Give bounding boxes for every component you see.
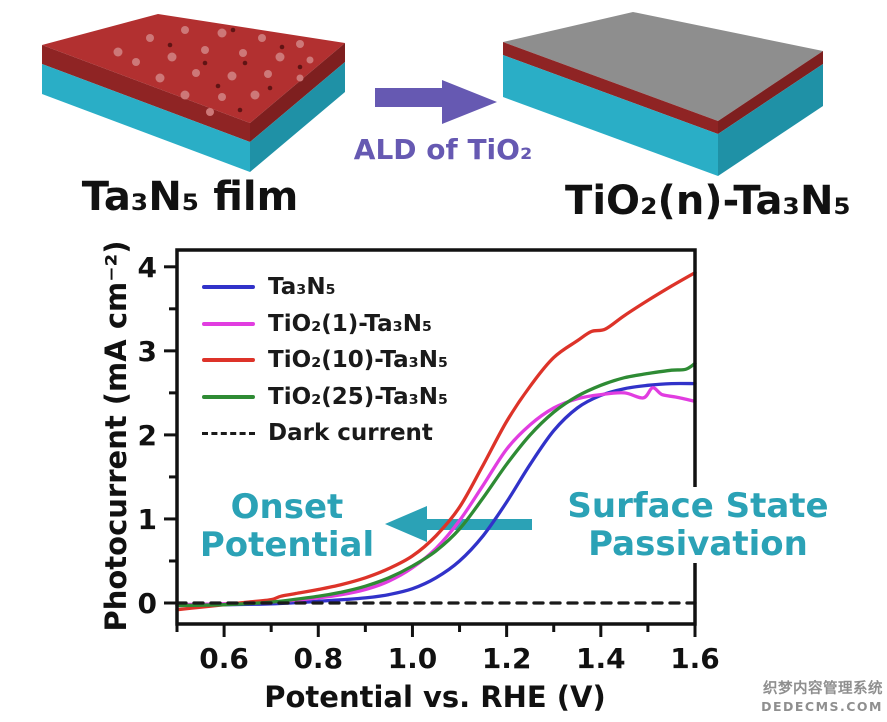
slab-left-substrate-left: [42, 64, 250, 172]
defect-dots: [113, 26, 314, 116]
watermark-line2: DEDECMS.COM: [761, 699, 883, 714]
onset-potential-annotation: Onset Potential: [178, 488, 396, 564]
defect-dots-dark: [167, 27, 303, 113]
x-tick-label: 1.2: [482, 642, 532, 675]
slab-right-red-side-left: [503, 42, 718, 134]
legend-item-label: TiO₂(10)-Ta₃N₅: [268, 347, 449, 374]
ald-arrow-icon: [375, 80, 497, 124]
series-line-1: [175, 386, 697, 607]
watermark-line1: 织梦内容管理系统: [763, 681, 883, 697]
legend-item: Dark current: [202, 415, 448, 452]
series-line-0: [175, 381, 697, 608]
onset-annotation-line2: Potential: [199, 525, 375, 565]
slab-right-red-side-right: [718, 51, 823, 134]
slab-left-top-face: [42, 14, 345, 123]
slab-right-substrate-left: [503, 55, 718, 176]
surface-state-annotation: Surface State Passivation: [548, 487, 848, 563]
legend: Ta₃N₅ TiO₂(1)-Ta₃N₅ TiO₂(10)-Ta₃N₅ TiO₂(25)…: [202, 269, 448, 452]
y-tick-label: 3: [138, 335, 157, 368]
illustration: [42, 12, 823, 176]
x-axis-label: Potential vs. RHE (V): [264, 680, 606, 714]
legend-item: Ta₃N₅: [202, 269, 448, 306]
slab-left-substrate-right: [250, 62, 345, 172]
y-axis-label: Photocurrent (mA cm⁻²): [99, 240, 133, 632]
slab-right-substrate-right: [718, 64, 823, 176]
x-tick-label: 1.6: [670, 642, 720, 675]
legend-item-label: TiO₂(1)-Ta₃N₅: [268, 310, 433, 337]
legend-item: TiO₂(1)-Ta₃N₅: [202, 306, 448, 343]
legend-swatch: [202, 321, 255, 326]
slab-right: [503, 12, 823, 176]
slab-left-red-side-right: [250, 43, 345, 142]
x-tick-label: 0.6: [199, 642, 249, 675]
legend-item-label: TiO₂(25)-Ta₃N₅: [268, 383, 449, 410]
slab-left-red-side-left: [42, 45, 250, 142]
legend-swatch: [202, 358, 255, 363]
y-tick-label: 2: [138, 419, 157, 452]
onset-annotation-line1: Onset: [230, 487, 344, 527]
legend-swatch: [202, 394, 255, 399]
legend-item: TiO₂(25)-Ta₃N₅: [202, 379, 448, 416]
x-tick-label: 1.4: [576, 642, 626, 675]
y-tick-label: 1: [138, 503, 157, 536]
x-tick-label: 1.0: [388, 642, 438, 675]
ald-arrow-label: ALD of TiO₂: [353, 133, 533, 166]
y-tick-label: 0: [138, 587, 157, 620]
watermark: 织梦内容管理系统 DEDECMS.COM: [761, 681, 883, 715]
legend-item-label: Ta₃N₅: [268, 274, 336, 301]
series-line-2: [175, 271, 697, 612]
slab-right-top-face: [503, 12, 823, 121]
slab-left: [42, 14, 345, 172]
legend-swatch: [202, 431, 255, 435]
plot-frame: [175, 248, 697, 626]
x-tick-label: 0.8: [293, 642, 343, 675]
legend-item: TiO₂(10)-Ta₃N₅: [202, 342, 448, 379]
series-line-3: [175, 361, 697, 608]
legend-item-label: Dark current: [268, 420, 433, 447]
slab-left-label: Ta₃N₅ film: [81, 174, 299, 220]
surface-annotation-line1: Surface State: [567, 486, 829, 526]
surface-annotation-line2: Passivation: [588, 524, 808, 564]
slab-right-label: TiO₂(n)-Ta₃N₅: [565, 178, 851, 224]
y-tick-label: 4: [138, 251, 157, 284]
legend-swatch: [202, 285, 255, 290]
